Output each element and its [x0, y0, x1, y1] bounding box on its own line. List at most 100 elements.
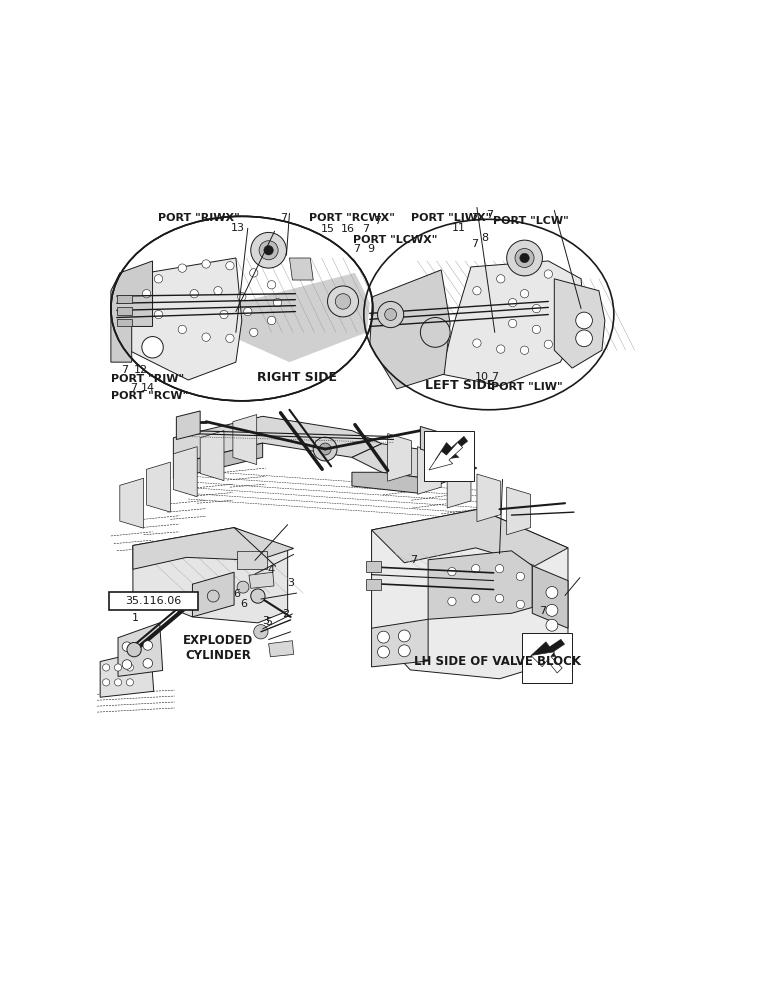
Polygon shape — [100, 650, 154, 697]
Circle shape — [178, 325, 187, 334]
Text: 9: 9 — [367, 244, 374, 254]
Bar — [109, 592, 198, 610]
Circle shape — [267, 281, 276, 289]
Circle shape — [495, 565, 504, 573]
Circle shape — [178, 264, 187, 272]
Text: 8: 8 — [482, 233, 488, 243]
Circle shape — [385, 309, 396, 320]
Polygon shape — [120, 478, 144, 528]
Polygon shape — [174, 443, 263, 479]
Polygon shape — [477, 474, 501, 522]
Circle shape — [472, 594, 480, 603]
Bar — [117, 319, 132, 326]
Polygon shape — [111, 261, 153, 362]
Circle shape — [473, 339, 481, 347]
Text: 7: 7 — [491, 372, 498, 382]
Circle shape — [508, 298, 517, 307]
Text: 4: 4 — [267, 565, 274, 575]
Polygon shape — [435, 436, 468, 460]
Polygon shape — [233, 415, 257, 465]
Circle shape — [114, 664, 121, 671]
Circle shape — [319, 443, 331, 455]
Polygon shape — [193, 572, 234, 617]
Ellipse shape — [111, 216, 372, 401]
Circle shape — [250, 232, 286, 268]
Ellipse shape — [111, 216, 372, 401]
Text: PORT "RIW": PORT "RIW" — [111, 374, 184, 384]
Circle shape — [562, 284, 571, 292]
Circle shape — [267, 316, 276, 325]
Polygon shape — [174, 447, 197, 497]
Circle shape — [448, 567, 456, 576]
Circle shape — [545, 270, 552, 278]
Text: RIGHT SIDE: RIGHT SIDE — [257, 371, 336, 384]
Circle shape — [264, 245, 273, 255]
Polygon shape — [249, 572, 274, 588]
Text: 7: 7 — [375, 216, 382, 226]
Circle shape — [127, 642, 141, 657]
Polygon shape — [507, 487, 531, 535]
Circle shape — [562, 325, 571, 334]
Text: PORT "LCWX": PORT "LCWX" — [353, 235, 438, 245]
Circle shape — [250, 328, 258, 337]
Circle shape — [576, 330, 592, 347]
Circle shape — [103, 664, 110, 671]
Polygon shape — [429, 442, 462, 470]
Circle shape — [190, 290, 198, 298]
Polygon shape — [418, 447, 441, 494]
Bar — [237, 551, 266, 569]
Circle shape — [114, 679, 121, 686]
Circle shape — [207, 590, 219, 602]
Text: 35.116.06: 35.116.06 — [126, 596, 182, 606]
Bar — [117, 307, 132, 315]
Ellipse shape — [364, 219, 614, 410]
Circle shape — [546, 604, 558, 616]
Text: PORT "RIWX": PORT "RIWX" — [158, 213, 240, 223]
Text: 7: 7 — [471, 239, 478, 249]
Polygon shape — [388, 434, 412, 481]
Text: 7: 7 — [121, 365, 128, 375]
Circle shape — [250, 589, 265, 603]
Text: 7: 7 — [280, 213, 288, 223]
Polygon shape — [531, 652, 562, 673]
Circle shape — [142, 337, 164, 358]
Circle shape — [576, 312, 592, 329]
Circle shape — [214, 287, 222, 295]
Polygon shape — [370, 270, 450, 389]
Polygon shape — [147, 462, 170, 512]
Polygon shape — [269, 641, 293, 657]
Circle shape — [327, 286, 359, 317]
Circle shape — [243, 307, 252, 316]
Circle shape — [273, 298, 282, 307]
Circle shape — [202, 260, 210, 268]
Text: 16: 16 — [341, 224, 356, 234]
Text: 7: 7 — [471, 213, 478, 223]
Circle shape — [202, 333, 210, 341]
Circle shape — [497, 345, 505, 353]
Circle shape — [378, 631, 389, 643]
Circle shape — [473, 287, 481, 295]
Text: 6: 6 — [233, 589, 240, 599]
Polygon shape — [236, 273, 369, 362]
Text: 15: 15 — [321, 224, 335, 234]
Circle shape — [399, 630, 410, 642]
Circle shape — [546, 619, 558, 631]
Text: 5: 5 — [266, 617, 273, 627]
Circle shape — [154, 275, 163, 283]
Polygon shape — [133, 528, 288, 623]
Polygon shape — [290, 258, 313, 280]
Polygon shape — [174, 416, 382, 465]
Text: 12: 12 — [134, 365, 147, 375]
Polygon shape — [352, 472, 447, 493]
Circle shape — [220, 310, 228, 319]
Text: 7: 7 — [362, 224, 369, 234]
Circle shape — [399, 645, 410, 657]
Polygon shape — [372, 509, 568, 679]
Text: PORT "LCW": PORT "LCW" — [493, 216, 569, 226]
Text: 14: 14 — [141, 383, 155, 393]
Polygon shape — [200, 431, 224, 481]
Circle shape — [226, 262, 234, 270]
Bar — [117, 295, 132, 303]
Text: 3: 3 — [287, 578, 294, 588]
Bar — [366, 579, 380, 590]
